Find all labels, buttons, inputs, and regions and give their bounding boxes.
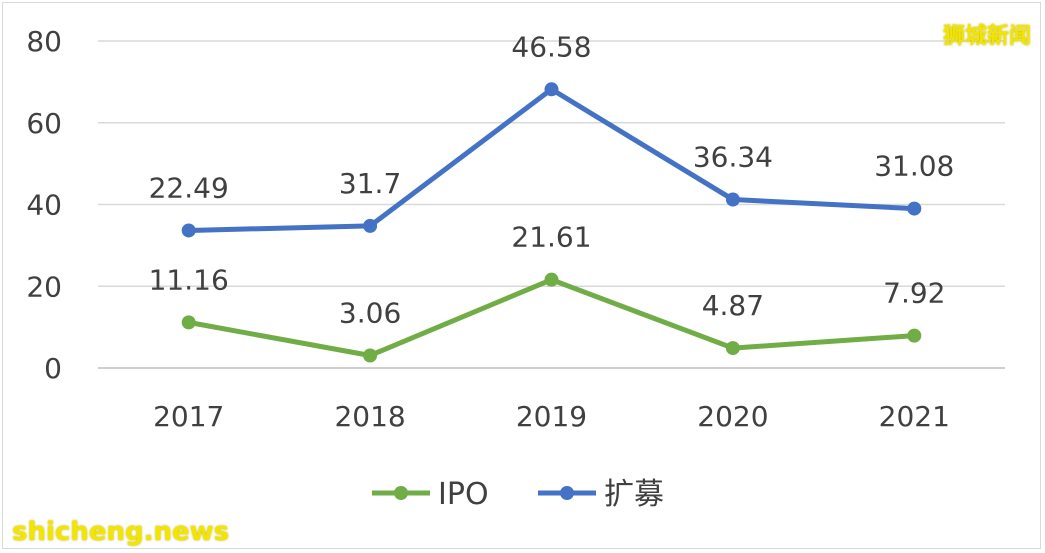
- series-layer: [181, 82, 922, 363]
- data-label: 31.7: [339, 167, 401, 200]
- legend: IPO 扩募: [372, 477, 664, 512]
- y-tick-label: 60: [26, 107, 62, 140]
- data-label: 22.49: [149, 171, 229, 204]
- x-tick-labels: 2017 2018 2019 2020 2021: [153, 400, 950, 433]
- data-label: 4.87: [702, 289, 764, 322]
- y-tick-labels: 0 20 40 60 80: [26, 25, 62, 385]
- legend-label: 扩募: [604, 477, 664, 512]
- data-label: 11.16: [149, 263, 229, 296]
- data-label: 7.92: [883, 277, 945, 310]
- x-tick-label: 2019: [516, 400, 587, 433]
- data-label: 21.61: [511, 221, 591, 254]
- data-point: [181, 223, 196, 238]
- x-tick-label: 2020: [697, 400, 768, 433]
- data-point: [725, 192, 740, 207]
- data-point: [363, 218, 378, 233]
- series-line-1: [186, 86, 917, 233]
- data-label: 36.34: [693, 141, 773, 174]
- data-point: [725, 341, 740, 356]
- legend-label: IPO: [438, 477, 489, 512]
- watermark-top-right: 狮城新闻: [942, 24, 1031, 49]
- data-point: [363, 348, 378, 363]
- x-tick-label: 2018: [334, 400, 405, 433]
- data-point: [907, 201, 922, 216]
- legend-swatch-marker: [394, 486, 408, 500]
- data-point: [544, 82, 559, 97]
- x-tick-label: 2017: [153, 400, 224, 433]
- y-tick-label: 0: [44, 352, 62, 385]
- data-point: [544, 272, 559, 287]
- y-tick-label: 20: [26, 270, 62, 303]
- data-labels: 11.16 3.06 21.61 4.87 7.92 22.49 31.7 46.58 36.3…: [149, 30, 955, 329]
- legend-swatch-marker: [560, 486, 574, 500]
- data-label: 31.08: [874, 150, 954, 183]
- y-tick-label: 80: [26, 25, 62, 58]
- series-line-0: [186, 277, 917, 358]
- y-tick-label: 40: [26, 189, 62, 222]
- data-point: [181, 315, 196, 330]
- x-tick-label: 2021: [879, 400, 950, 433]
- data-label: 46.58: [511, 30, 591, 63]
- data-point: [907, 328, 922, 343]
- watermark-bottom-left: shicheng.news: [12, 517, 230, 547]
- data-label: 3.06: [339, 296, 401, 329]
